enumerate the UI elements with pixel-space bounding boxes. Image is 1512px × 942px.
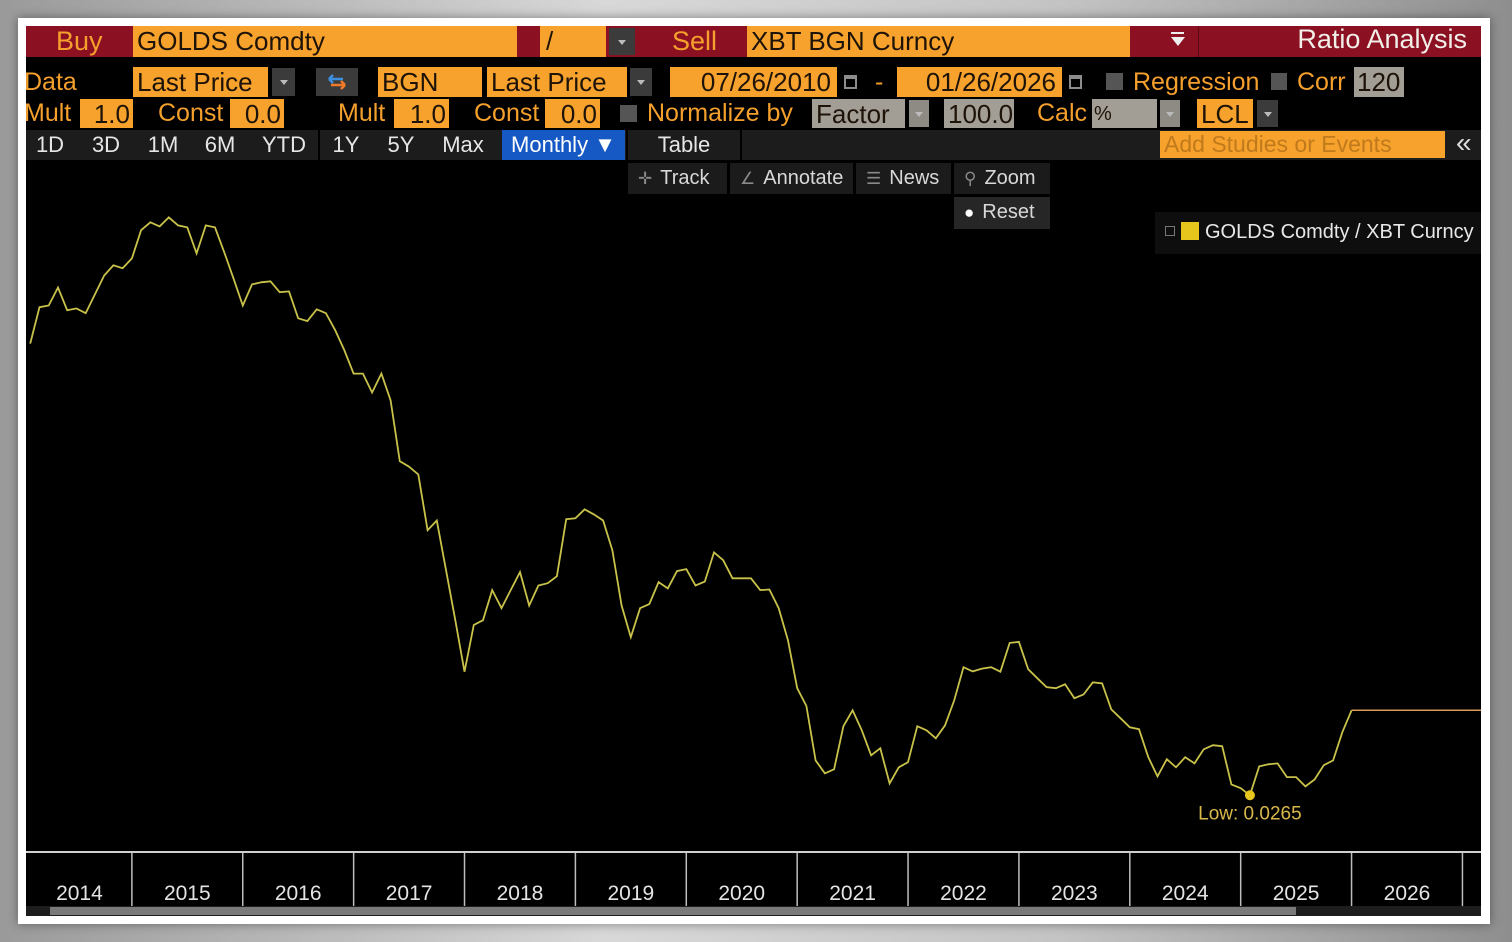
header-divider xyxy=(1198,26,1199,57)
swap-arrows-icon[interactable] xyxy=(316,68,358,96)
sell-source-input[interactable]: BGN xyxy=(378,67,482,97)
currency-dropdown[interactable] xyxy=(1257,100,1278,127)
x-tick-label: 2022 xyxy=(940,882,987,905)
track-button[interactable]: ✛ Track xyxy=(628,163,727,194)
x-tick-label: 2024 xyxy=(1162,882,1209,905)
ratio-line-chart[interactable]: 2014 2015 2016 2017 2018 2019 2020 2021 2022 2023… xyxy=(26,160,1481,916)
crosshair-icon: ✛ xyxy=(638,169,653,188)
sell-const-input[interactable]: 0.0 xyxy=(545,99,600,128)
calc-select[interactable]: % xyxy=(1092,99,1157,128)
tab-max[interactable]: Max xyxy=(442,132,484,157)
track-label: Track xyxy=(660,167,710,189)
sell-security-input[interactable]: XBT BGN Curncy xyxy=(747,26,1130,57)
calc-dropdown[interactable] xyxy=(1160,100,1180,127)
annotate-button[interactable]: ∠ Annotate xyxy=(730,163,853,194)
chart-legend: GOLDS Comdty / XBT Curncy xyxy=(1155,212,1481,254)
normalize-select[interactable]: Factor xyxy=(812,99,905,128)
low-point-marker xyxy=(1244,790,1255,801)
buy-mult-label: Mult xyxy=(26,99,72,127)
start-date-input[interactable]: 07/26/2010 xyxy=(670,67,837,97)
tab-1m[interactable]: 1M xyxy=(147,132,179,157)
x-tick-label: 2016 xyxy=(275,882,322,905)
tab-1d[interactable]: 1D xyxy=(35,132,65,157)
tab-6m[interactable]: 6M xyxy=(204,132,236,157)
corr-window-input[interactable]: 120 xyxy=(1354,67,1404,97)
page-title: Ratio Analysis xyxy=(1297,26,1467,54)
annotate-label: Annotate xyxy=(763,167,844,189)
corr-label: Corr xyxy=(1297,68,1346,96)
x-tick-label: 2018 xyxy=(497,882,544,905)
x-tick-label: 2017 xyxy=(386,882,433,905)
regression-label: Regression xyxy=(1133,68,1260,96)
zoom-button[interactable]: ⚲ Zoom xyxy=(954,163,1050,194)
tab-monthly[interactable]: Monthly ▼ xyxy=(502,130,625,160)
end-date-input[interactable]: 01/26/2026 xyxy=(897,67,1062,97)
x-tick-label: 2019 xyxy=(607,882,654,905)
data-label: Data xyxy=(26,68,77,96)
sell-mult-label: Mult xyxy=(338,99,386,127)
sell-label: Sell xyxy=(672,26,718,56)
buy-const-input[interactable]: 0.0 xyxy=(230,99,284,128)
normalize-dropdown[interactable] xyxy=(909,100,929,127)
normalize-label: Normalize by xyxy=(647,99,793,127)
calc-label: Calc xyxy=(1037,99,1088,127)
buy-label: Buy xyxy=(56,26,103,56)
reset-label: Reset xyxy=(982,201,1035,223)
buy-const-label: Const xyxy=(158,99,224,127)
x-tick-label: 2020 xyxy=(718,882,765,905)
tab-5y[interactable]: 5Y xyxy=(387,132,415,157)
regression-checkbox[interactable] xyxy=(1106,73,1123,90)
calendar-icon[interactable] xyxy=(841,71,860,93)
circle-icon: ● xyxy=(964,203,975,222)
zoom-label: Zoom xyxy=(984,167,1036,189)
operator-dropdown[interactable] xyxy=(609,28,635,55)
buy-security-input[interactable]: GOLDS Comdty xyxy=(133,26,517,57)
news-list-icon: ☰ xyxy=(866,169,882,188)
tab-3d[interactable]: 3D xyxy=(91,132,121,157)
legend-entry: GOLDS Comdty / XBT Curncy xyxy=(1205,221,1474,243)
add-studies-input[interactable]: Add Studies or Events xyxy=(1160,131,1445,158)
corr-checkbox[interactable] xyxy=(1271,73,1287,90)
legend-expand-icon[interactable] xyxy=(1165,226,1175,236)
calendar-icon[interactable] xyxy=(1066,71,1085,93)
sell-mult-input[interactable]: 1.0 xyxy=(394,99,449,128)
news-label: News xyxy=(889,167,940,189)
tab-table[interactable]: Table xyxy=(626,130,742,160)
tab-divider xyxy=(318,130,320,160)
news-button[interactable]: ☰ News xyxy=(856,163,951,194)
magnifier-icon: ⚲ xyxy=(964,169,977,188)
buy-mult-input[interactable]: 1.0 xyxy=(80,99,133,128)
sell-field-select[interactable]: Last Price xyxy=(487,67,627,97)
x-tick-label: 2014 xyxy=(56,882,103,905)
low-label: Low: 0.0265 xyxy=(1198,803,1302,824)
x-tick-label: 2026 xyxy=(1384,882,1431,905)
x-tick-label: 2021 xyxy=(829,882,876,905)
reset-button[interactable]: ● Reset xyxy=(954,197,1050,229)
x-tick-label: 2015 xyxy=(164,882,211,905)
normalize-checkbox[interactable] xyxy=(620,105,637,122)
pencil-icon: ∠ xyxy=(740,169,756,188)
x-tick-label: 2025 xyxy=(1273,882,1320,905)
currency-select[interactable]: LCL xyxy=(1197,99,1253,128)
date-separator: - xyxy=(875,68,884,96)
factor-input[interactable]: 100.0 xyxy=(944,99,1014,128)
ratio-analysis-app: Buy GOLDS Comdty / Sell XBT BGN Curncy R… xyxy=(26,26,1481,916)
buy-field-select[interactable]: Last Price xyxy=(133,67,268,97)
buy-field-dropdown[interactable] xyxy=(272,68,295,96)
sell-const-label: Const xyxy=(474,99,540,127)
menu-dropdown-icon[interactable] xyxy=(1166,28,1190,54)
legend-swatch xyxy=(1181,222,1199,240)
scrollbar-thumb[interactable] xyxy=(50,907,1296,915)
tab-ytd[interactable]: YTD xyxy=(262,132,306,157)
operator-input[interactable]: / xyxy=(540,26,606,57)
sell-field-dropdown[interactable] xyxy=(630,68,652,96)
x-tick-label: 2023 xyxy=(1051,882,1098,905)
collapse-panel-button[interactable]: « xyxy=(1456,127,1472,158)
tab-1y[interactable]: 1Y xyxy=(332,132,360,157)
series-line xyxy=(29,216,1353,797)
